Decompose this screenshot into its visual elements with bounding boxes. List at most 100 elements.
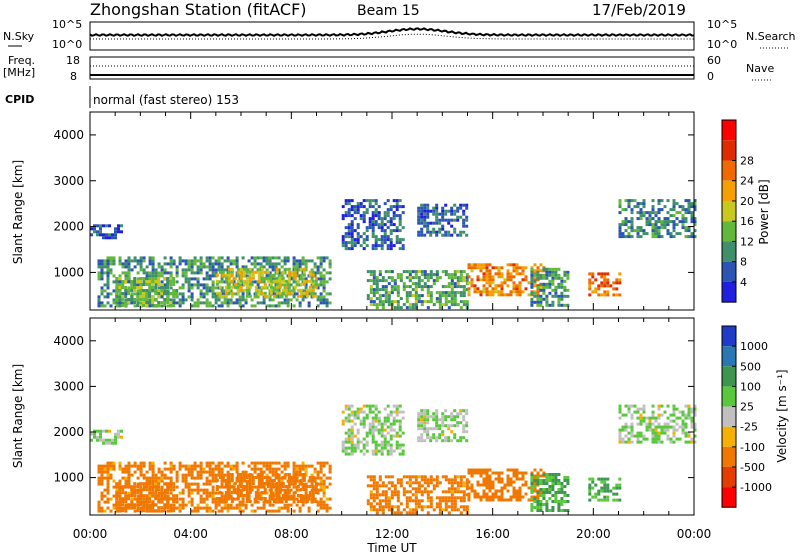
vel-cell [687, 404, 691, 408]
power-cell [139, 277, 143, 280]
power-cell [245, 282, 249, 286]
power-cell [381, 300, 385, 304]
power-cell [241, 298, 245, 302]
power-cell [506, 293, 510, 297]
power-colorbar-frame [721, 119, 737, 303]
power-cell [139, 265, 143, 269]
vel-cell [566, 476, 570, 479]
vel-cell [139, 503, 143, 507]
vel-cell [298, 506, 302, 510]
power-cell [395, 205, 399, 209]
vel-cell [344, 449, 348, 453]
vel-cell [660, 440, 664, 444]
vel-cell [375, 493, 379, 497]
vel-cell [265, 467, 269, 471]
vel-cell [118, 467, 122, 471]
vel-cell [106, 485, 110, 489]
power-cell [386, 208, 390, 212]
power-cell [248, 279, 252, 283]
vel-cell [411, 493, 415, 497]
power-cell [277, 274, 281, 278]
vel-cell [166, 500, 170, 504]
vel-cell [441, 490, 445, 494]
vel-cell [221, 479, 225, 482]
power-cell [384, 300, 388, 304]
power-cell [178, 286, 182, 290]
vel-cell [202, 500, 206, 504]
power-cell [417, 230, 421, 234]
power-cell [465, 206, 469, 210]
power-cell [666, 199, 670, 203]
vel-cell [485, 495, 489, 499]
vel-cell [456, 484, 460, 488]
power-cell [381, 288, 385, 292]
time-tick-label: 20:00 [576, 527, 611, 541]
vel-cell [157, 482, 161, 486]
power-cell [398, 223, 402, 227]
power-cell [220, 268, 224, 272]
power-cell [378, 288, 382, 292]
power-cell [651, 205, 655, 209]
power-cell [560, 282, 564, 286]
power-cell [220, 301, 224, 305]
vel-cell [248, 476, 252, 479]
power-cell [456, 303, 460, 307]
power-cell [244, 265, 248, 269]
vel-cell [383, 440, 387, 444]
vel-cell [181, 488, 185, 492]
power-cell [426, 224, 430, 228]
power-cell [238, 304, 242, 308]
vel-cell [344, 452, 348, 456]
vel-cell [145, 479, 149, 483]
vel-cell [268, 482, 272, 486]
power-cell [244, 274, 248, 278]
power-cell [378, 300, 382, 304]
power-cell [205, 277, 209, 281]
vel-cell [506, 489, 510, 493]
power-cell [277, 301, 281, 305]
vel-cell [663, 431, 667, 435]
power-cell [272, 279, 276, 283]
power-cell [232, 280, 236, 284]
power-cell [205, 286, 209, 290]
vel-cell [322, 479, 326, 483]
power-cell [386, 220, 390, 224]
power-cell [396, 294, 400, 298]
vel-cell [371, 440, 375, 444]
power-cell [518, 293, 522, 297]
vel-cell [232, 467, 236, 471]
vel-cell [630, 404, 634, 408]
vel-cell [557, 509, 561, 512]
vel-cell [311, 500, 315, 503]
power-cell [344, 232, 348, 236]
vel-cell [169, 470, 173, 474]
vel-cell [235, 467, 239, 471]
power-cell [238, 295, 242, 299]
vel-cell [353, 422, 357, 426]
power-cell [563, 288, 567, 292]
power-cell [236, 267, 240, 271]
power-colorbar-tick-label: 24 [740, 175, 754, 188]
power-cell [548, 267, 552, 271]
power-cell [441, 212, 445, 216]
power-cell [542, 282, 546, 286]
power-cell [115, 289, 119, 292]
vel-cell [518, 486, 522, 490]
vel-cell [184, 467, 188, 471]
vel-cell [465, 424, 469, 428]
power-cell [224, 273, 228, 277]
vel-cell [690, 437, 694, 441]
power-cell [462, 203, 466, 207]
vel-cell [383, 428, 387, 432]
power-cell [202, 262, 206, 266]
power-cell [319, 283, 323, 287]
vel-cell [218, 476, 222, 479]
vel-cell [233, 488, 237, 491]
vel-cell [224, 494, 228, 497]
power-cell [121, 283, 125, 286]
vel-cell [488, 468, 492, 472]
power-cell [386, 244, 390, 248]
power-cell [414, 306, 418, 310]
power-cell [328, 262, 332, 266]
vel-cell [678, 425, 682, 429]
